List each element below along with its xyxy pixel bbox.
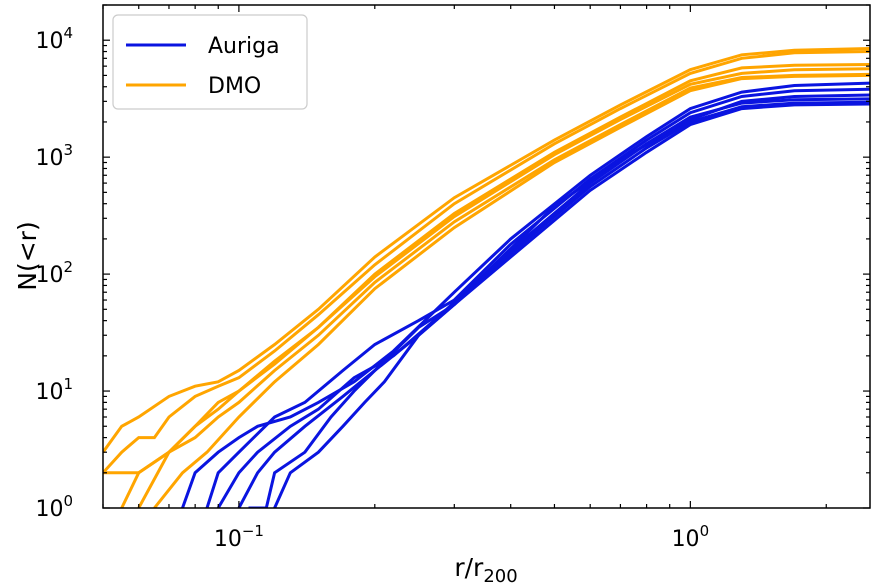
x-axis-label-subscript: 200	[483, 566, 517, 585]
legend-label-auriga: Auriga	[208, 34, 280, 59]
y-tick-label: 103	[35, 141, 73, 171]
y-tick-label: 100	[35, 492, 73, 522]
y-axis-label: N(<r)	[13, 221, 42, 290]
plot-frame	[102, 4, 871, 509]
y-tick-label: 101	[35, 375, 73, 405]
series-line-dmo-2	[103, 50, 870, 474]
x-tick-label: 10−1	[214, 522, 264, 552]
series-line-auriga-11	[248, 100, 870, 508]
series-line-auriga-8	[205, 87, 870, 508]
legend: Auriga DMO	[112, 14, 308, 110]
y-tick-label: 104	[35, 24, 73, 54]
y-tick-label: 102	[35, 258, 73, 288]
x-axis-label: r/r200	[454, 553, 517, 585]
series-layer	[103, 47, 870, 508]
series-line-dmo-4	[120, 72, 870, 508]
series-line-auriga-12	[273, 102, 870, 508]
legend-label-dmo: DMO	[208, 74, 261, 99]
x-axis-label-main: r/r	[454, 553, 484, 582]
series-line-dmo-6	[153, 73, 870, 508]
ticks-layer: 10−1 100 100 101 102 103 104	[35, 4, 870, 552]
series-line-dmo-1	[103, 47, 870, 454]
x-tick-label: 100	[672, 522, 710, 552]
series-line-dmo-5	[137, 67, 870, 508]
